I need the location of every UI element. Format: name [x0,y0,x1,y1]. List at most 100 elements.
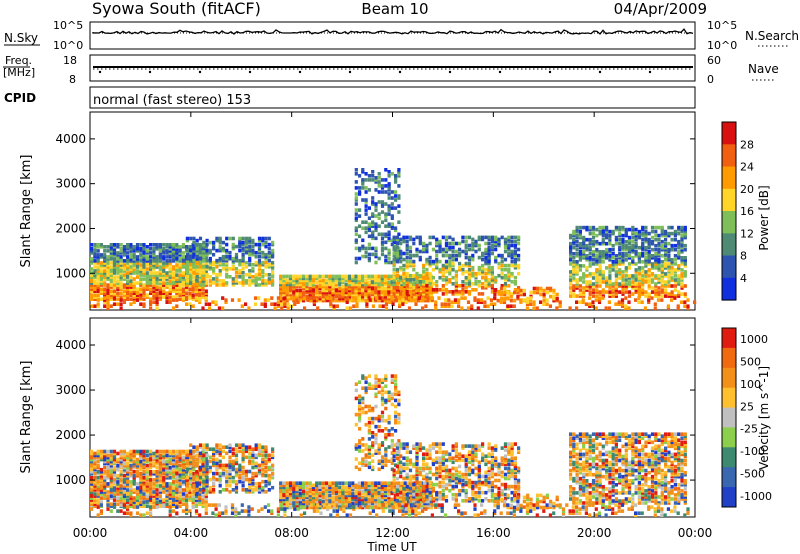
range-gate-cell [139,265,143,269]
range-gate-cell [244,455,248,460]
range-gate-cell [168,253,172,257]
range-gate-cell [264,461,268,466]
range-gate-cell [605,256,609,260]
range-gate-cell [288,481,293,485]
range-gate-cell [103,484,107,488]
range-gate-cell [677,231,681,236]
range-gate-cell [188,490,192,494]
range-gate-cell [425,290,429,294]
range-gate-cell [575,243,579,248]
range-gate-cell [608,282,612,286]
range-gate-cell [195,461,199,466]
range-gate-cell [634,233,638,238]
range-gate-cell [244,469,248,474]
range-gate-cell [132,476,136,480]
range-gate-cell [644,262,648,266]
range-gate-cell [361,292,365,297]
range-gate-cell [178,281,182,285]
range-gate-cell [276,304,280,308]
range-gate-cell [634,254,638,258]
range-gate-cell [228,256,232,261]
range-gate-cell [257,267,262,271]
range-gate-cell [387,276,391,281]
range-gate-cell [145,453,149,458]
range-gate-cell [397,220,401,224]
range-gate-cell [441,278,445,282]
range-gate-cell [119,298,123,302]
range-gate-cell [279,284,283,289]
range-gate-cell [494,239,498,244]
range-gate-cell [451,237,455,242]
range-gate-cell [435,288,439,292]
range-gate-cell [261,445,265,449]
range-gate-cell [122,253,126,257]
range-gate-cell [285,505,289,510]
range-gate-cell [225,248,229,253]
range-gate-cell [380,278,384,283]
range-gate-cell [185,245,189,249]
range-gate-cell [354,284,358,289]
range-gate-cell [654,254,658,258]
range-gate-cell [420,288,424,293]
range-gate-cell [627,247,632,252]
range-gate-cell [195,254,199,259]
range-gate-cell [384,258,388,263]
range-gate-cell [368,298,372,302]
range-gate-cell [390,280,394,285]
range-gate-cell [634,250,638,254]
range-gate-cell [595,260,599,264]
range-gate-cell [315,274,319,279]
range-gate-cell [578,278,582,282]
range-gate-cell [374,236,378,241]
range-gate-cell [474,282,478,286]
range-gate-cell [204,269,208,273]
range-gate-cell [135,259,140,263]
range-gate-cell [238,281,242,285]
range-gate-cell [471,245,475,250]
range-gate-cell [254,481,258,486]
range-gate-cell [178,500,182,504]
range-gate-cell [139,482,143,486]
range-gate-cell [194,502,199,506]
range-gate-cell [621,276,625,280]
range-gate-cell [308,491,312,496]
cpid-panel: CPID normal (fast stereo) 153 [4,86,696,109]
range-gate-cell [198,484,202,488]
range-gate-cell [341,284,345,289]
range-gate-cell [212,271,216,275]
range-gate-cell [618,268,622,272]
range-gate-cell [208,447,212,451]
range-gate-cell [637,256,641,260]
colorbar-segment [722,188,736,212]
range-gate-cell [218,471,222,476]
range-gate-cell [582,276,586,280]
range-gate-cell [474,239,478,244]
range-gate-cell [152,263,156,267]
range-gate-cell [215,238,219,243]
range-gate-cell [162,455,166,460]
range-gate-cell [119,492,123,496]
range-gate-cell [165,504,169,508]
range-gate-cell [171,265,176,269]
range-gate-cell [582,237,586,242]
range-gate-cell [214,300,218,304]
range-gate-cell [324,286,329,291]
range-gate-cell [660,288,664,292]
range-gate-cell [370,288,374,293]
range-gate-cell [171,287,176,291]
range-gate-cell [654,229,658,234]
range-gate-cell [271,252,275,257]
range-gate-cell [145,467,149,472]
range-gate-cell [202,445,206,449]
range-gate-cell [471,265,475,270]
range-gate-cell [390,214,394,218]
range-gate-cell [208,279,212,283]
range-tick-label: 1000 [55,266,86,280]
range-gate-cell [93,484,97,488]
range-gate-cell [361,186,365,190]
range-gate-cell [585,258,589,262]
range-gate-cell [608,278,612,282]
range-gate-cell [473,296,477,300]
range-gate-cell [241,449,245,454]
range-gate-cell [152,296,156,300]
